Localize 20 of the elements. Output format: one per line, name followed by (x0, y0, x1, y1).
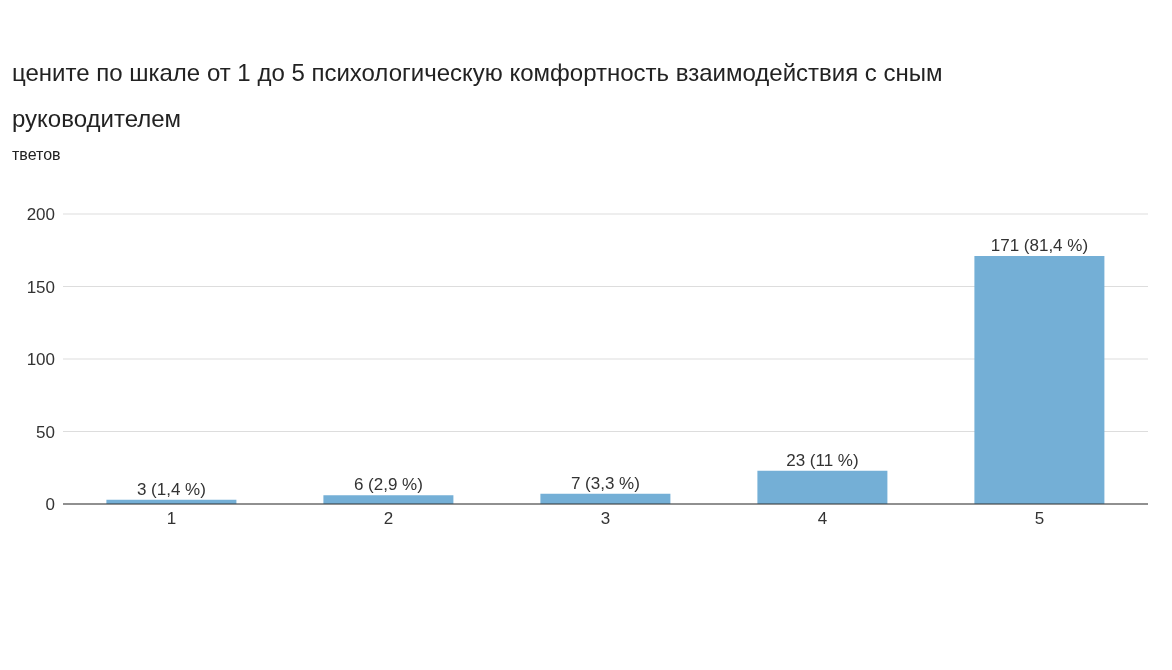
y-tick-label: 150 (26, 277, 55, 297)
data-label: 3 (1,4 %) (136, 479, 206, 499)
x-tick-label: 1 (166, 509, 177, 529)
x-tick-label: 2 (383, 509, 394, 529)
chart-title: цените по шкале от 1 до 5 психологическую комфортность взаимодействия с сным руководителем (11, 58, 944, 134)
data-label: 171 (81,4 %) (990, 236, 1089, 256)
y-tick-label: 0 (45, 495, 55, 515)
y-axis-title: тветов (11, 146, 62, 164)
data-label: 7 (3,3 %) (570, 473, 640, 493)
y-tick-label: 100 (26, 350, 55, 370)
x-tick-label: 3 (600, 509, 611, 529)
x-tick-label: 4 (817, 509, 828, 529)
y-tick-label: 50 (36, 422, 55, 442)
data-label: 6 (2,9 %) (353, 475, 423, 495)
bar (974, 256, 1105, 504)
data-label: 23 (11 %) (786, 450, 859, 470)
x-tick-label: 5 (1034, 509, 1045, 529)
y-tick-label: 200 (26, 205, 55, 225)
bar (323, 495, 454, 504)
bar (757, 470, 888, 504)
